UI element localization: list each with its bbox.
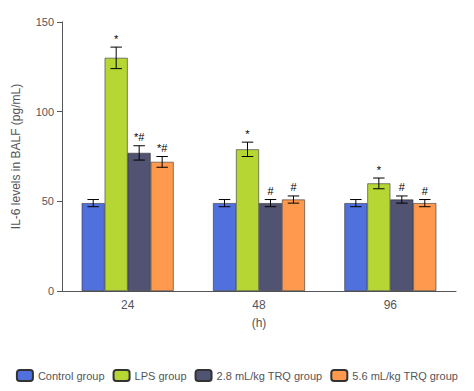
svg-text:(h): (h) bbox=[252, 316, 267, 330]
svg-text:0: 0 bbox=[48, 285, 54, 297]
svg-text:Control group: Control group bbox=[38, 370, 105, 382]
svg-text:#: # bbox=[290, 181, 297, 193]
svg-text:LPS group: LPS group bbox=[135, 370, 187, 382]
svg-text:*: * bbox=[377, 164, 382, 176]
svg-text:#: # bbox=[422, 185, 429, 197]
svg-text:96: 96 bbox=[384, 298, 398, 312]
svg-text:50: 50 bbox=[42, 195, 54, 207]
svg-text:100: 100 bbox=[36, 106, 54, 118]
svg-text:2.8 mL/kg TRQ group: 2.8 mL/kg TRQ group bbox=[217, 370, 323, 382]
svg-text:*#: *# bbox=[134, 131, 145, 143]
svg-text:24: 24 bbox=[121, 298, 135, 312]
svg-text:*: * bbox=[114, 33, 119, 45]
svg-text:#: # bbox=[399, 181, 406, 193]
svg-text:#: # bbox=[267, 185, 274, 197]
svg-text:*#: *# bbox=[157, 142, 168, 154]
svg-text:5.6 mL/kg TRQ group: 5.6 mL/kg TRQ group bbox=[352, 370, 458, 382]
svg-text:IL-6 levels in BALF (pg/mL): IL-6 levels in BALF (pg/mL) bbox=[9, 84, 23, 229]
svg-text:150: 150 bbox=[36, 16, 54, 28]
svg-text:48: 48 bbox=[252, 298, 266, 312]
svg-text:*: * bbox=[245, 128, 250, 140]
